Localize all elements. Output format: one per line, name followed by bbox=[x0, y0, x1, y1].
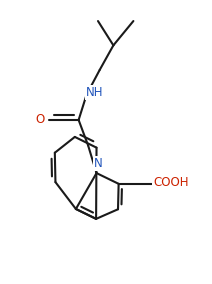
Text: NH: NH bbox=[86, 86, 103, 99]
Text: O: O bbox=[36, 113, 45, 126]
Text: N: N bbox=[94, 157, 103, 170]
Text: COOH: COOH bbox=[153, 176, 189, 189]
